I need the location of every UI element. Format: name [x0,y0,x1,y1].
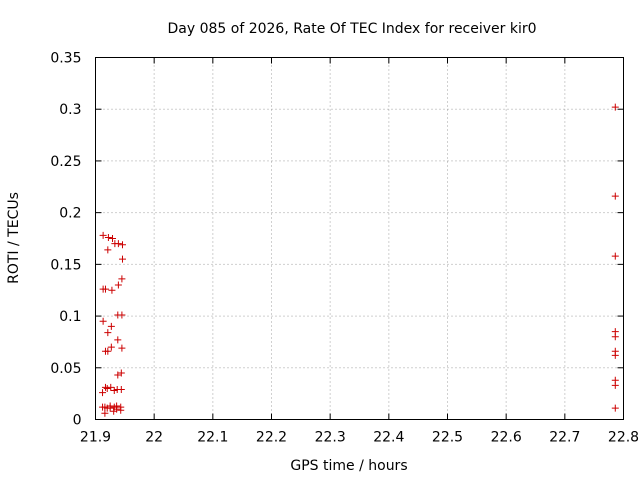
y-axis-label: ROTI / TECUs [6,192,22,284]
data-point [104,246,112,254]
data-point [117,403,125,411]
y-tick-label: 0 [73,413,82,429]
data-point [106,402,114,410]
x-tick-label: 22.1 [197,430,228,446]
data-point [104,347,112,355]
axis-ticks [95,57,624,420]
y-tick-label: 0.2 [59,206,81,222]
data-point [101,285,109,293]
y-tick-label: 0.05 [50,361,81,377]
data-point [118,344,126,352]
data-point [611,404,619,412]
data-point [110,387,118,395]
x-tick-label: 22.3 [315,430,346,446]
data-point [104,329,112,337]
data-point [611,376,619,384]
chart-title: Day 085 of 2026, Rate Of TEC Index for r… [167,21,536,37]
data-point [113,402,121,410]
data-point [107,383,115,391]
data-point [114,336,122,344]
data-point [108,286,116,294]
data-point [104,233,112,241]
data-point [99,389,107,397]
data-point [611,103,619,111]
data-point [109,235,117,242]
data-point [611,252,619,260]
x-axis-label: GPS time / hours [290,458,407,474]
data-point [107,322,115,330]
grid-lines [95,57,624,420]
y-tick-label: 0.15 [50,257,81,273]
data-point [611,347,619,355]
data-point [118,311,126,319]
data-point [107,343,115,351]
data-point [114,371,122,379]
data-point [118,255,126,263]
data-points [99,103,619,417]
data-point [114,281,122,289]
x-tick-label: 22.7 [549,430,580,446]
data-point [114,240,122,248]
data-point [99,317,107,325]
x-tick-label: 22.4 [373,430,404,446]
data-point [99,231,107,239]
x-tick-label: 22.8 [608,430,639,446]
y-tick-label: 0.1 [59,309,81,325]
x-tick-label: 21.9 [80,430,111,446]
data-point [611,192,619,200]
x-tick-label: 22.5 [432,430,463,446]
y-tick-label: 0.25 [50,154,81,170]
data-point [117,369,125,377]
data-point [611,328,619,336]
plot-frame [95,57,624,420]
y-tick-label: 0.3 [59,102,81,118]
data-point [117,386,125,394]
data-point [103,384,111,392]
data-point [118,241,126,249]
data-point [118,275,126,283]
x-tick-label: 22 [145,430,163,446]
x-tick-label: 22.2 [256,430,287,446]
data-point [101,409,109,417]
y-tick-label: 0.35 [50,51,81,67]
x-tick-label: 22.6 [491,430,522,446]
x-tick-labels: 21.9 22 22.1 22.2 22.3 22.4 22.5 22.6 22.7 22.8 [80,430,639,446]
y-tick-labels: 0 0.05 0.1 0.15 0.2 0.25 0.3 0.35 [50,51,81,429]
